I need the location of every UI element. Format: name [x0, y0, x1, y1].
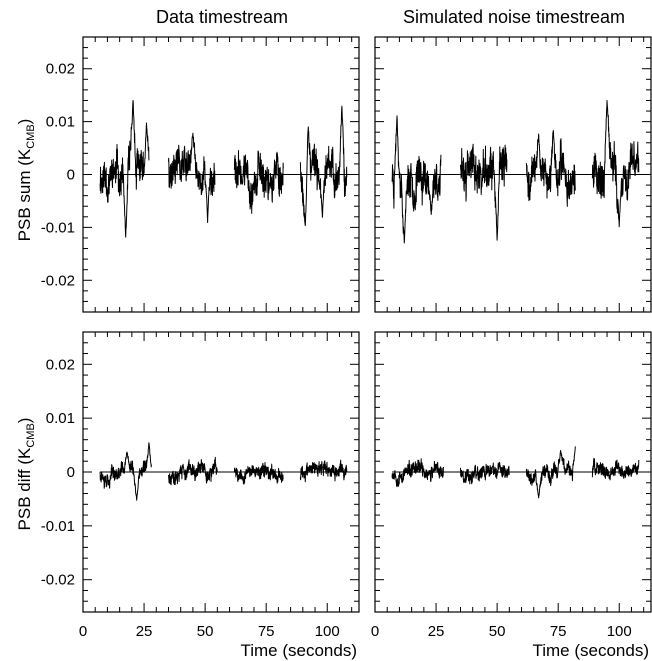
panel-bottom-right: 0 25 50 75 100	[371, 331, 652, 640]
y-tick-label-top-left: 0	[67, 167, 75, 184]
column-title-data: Data timestream	[156, 7, 288, 27]
x-tick-label-bottom-right: 0	[371, 623, 379, 640]
series-line-top-left-seg3	[233, 150, 284, 214]
x-tick-label-bottom-right: 100	[607, 623, 632, 640]
x-tick-label-bottom-right: 75	[550, 623, 567, 640]
y-tick-label-top-left: -0.02	[41, 272, 75, 289]
series-line-bottom-right-seg1	[391, 458, 444, 488]
x-tick-label-bottom-right: 50	[489, 623, 506, 640]
x-tick-label-bottom-right: 25	[428, 623, 445, 640]
panel-bottom-left: 0 25 50 75 100 -0.02 -0.01 0 0.01 0.02	[41, 331, 360, 640]
column-title-simulated: Simulated noise timestream	[403, 7, 625, 27]
x-axis-label-right: Time (seconds)	[532, 641, 649, 660]
y-tick-label-bottom-left: -0.01	[41, 518, 75, 535]
y-axis-label-sum: PSB sum (KCMB)	[15, 119, 37, 242]
series-line-bottom-left-seg1	[99, 442, 152, 501]
y-axis-label-sum-sub: CMB	[25, 124, 37, 148]
x-tick-label-bottom-left: 75	[258, 623, 275, 640]
y-tick-label-bottom-left: 0	[67, 464, 75, 481]
x-tick-label-bottom-left: 25	[136, 623, 153, 640]
x-tick-label-bottom-left: 50	[197, 623, 214, 640]
series-line-bottom-right-seg3	[525, 446, 576, 499]
series-line-top-right-seg2	[460, 143, 508, 241]
y-axis-label-sum-main: PSB sum (K	[15, 148, 34, 241]
y-tick-label-bottom-left: 0.01	[46, 410, 75, 427]
y-axis-label-diff: PSB diff (KCMB)	[15, 418, 37, 531]
panel-top-right	[374, 36, 652, 313]
x-tick-label-bottom-left: 0	[79, 623, 87, 640]
series-line-bottom-left-seg2	[168, 456, 218, 486]
series-line-top-left-seg4	[299, 105, 348, 227]
series-line-bottom-left-seg3	[233, 462, 284, 485]
y-axis-label-diff-sub: CMB	[25, 423, 37, 447]
series-line-bottom-right-seg2	[460, 461, 510, 485]
x-axis-label-left: Time (seconds)	[240, 641, 357, 660]
y-tick-label-top-left: 0.02	[46, 61, 75, 78]
series-line-top-right-seg1	[391, 115, 442, 244]
series-line-top-left-seg1	[99, 100, 150, 238]
series-line-top-left-seg2	[168, 132, 216, 223]
y-tick-label-bottom-left: 0.02	[46, 356, 75, 373]
y-tick-label-bottom-left: -0.02	[41, 572, 75, 589]
y-tick-label-top-left: 0.01	[46, 114, 75, 131]
y-tick-label-top-left: -0.01	[41, 219, 75, 236]
y-axis-label-diff-main: PSB diff (K	[15, 447, 34, 530]
series-line-bottom-right-seg4	[591, 458, 640, 481]
series-line-top-right-seg3	[525, 130, 576, 207]
series-line-top-right-seg4	[591, 100, 640, 228]
panel-top-left: -0.02 -0.01 0 0.01 0.02	[41, 36, 360, 313]
series-line-bottom-left-seg4	[299, 459, 348, 483]
x-tick-label-bottom-left: 100	[315, 623, 340, 640]
y-axis-label-sum-close: )	[15, 119, 34, 125]
y-axis-label-diff-close: )	[15, 418, 34, 424]
